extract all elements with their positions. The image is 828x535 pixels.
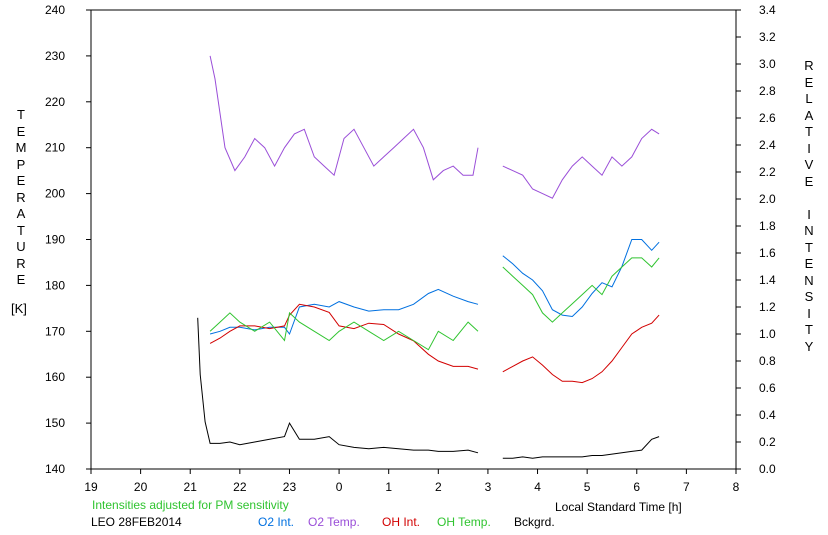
x-axis-label: Local Standard Time [h] bbox=[555, 500, 682, 514]
x-axis-ticks: 19 20 21 22 23 0 1 2 3 4 5 6 7 8 bbox=[84, 469, 740, 494]
right-tick-label: 1.0 bbox=[759, 327, 776, 341]
axis-label-letter: T bbox=[805, 239, 813, 255]
series-line bbox=[502, 436, 660, 459]
axis-label-letter: T bbox=[805, 322, 813, 337]
x-tick-label: 22 bbox=[233, 480, 247, 494]
legend-entry: Bckgrd. bbox=[514, 515, 555, 529]
left-tick-label: 190 bbox=[45, 233, 65, 247]
right-tick-label: 3.2 bbox=[759, 30, 776, 44]
axis-label-letter: E bbox=[16, 272, 26, 287]
x-tick-label: 0 bbox=[336, 480, 343, 494]
axis-label-letter: A bbox=[804, 107, 814, 123]
axis-label-letter: I bbox=[807, 206, 811, 222]
axis-label-letter: U bbox=[16, 239, 26, 254]
station-label: LEO 28FEB2014 bbox=[91, 515, 182, 529]
left-tick-label: 200 bbox=[45, 187, 65, 201]
left-tick-label: 160 bbox=[45, 370, 65, 384]
series-line bbox=[502, 314, 660, 384]
axis-label-letter bbox=[800, 190, 818, 207]
axis-label-letter: T bbox=[17, 107, 25, 122]
right-tick-label: 2.4 bbox=[759, 138, 776, 152]
axis-label-letter: Y bbox=[804, 338, 814, 354]
x-tick-label: 6 bbox=[633, 480, 640, 494]
right-tick-label: 2.0 bbox=[759, 192, 776, 206]
axis-label-letter: I bbox=[807, 140, 811, 156]
left-tick-label: 230 bbox=[45, 49, 65, 63]
right-axis-ticks: 0.0 0.2 0.4 0.6 0.8 1.0 1.2 1.4 1.6 1.8 2.0 2.2 2.4 2… bbox=[736, 3, 776, 476]
legend-entry: OH Temp. bbox=[437, 515, 491, 529]
right-tick-label: 2.2 bbox=[759, 165, 776, 179]
axis-label-letter: P bbox=[16, 156, 26, 172]
left-axis-ticks: 140 150 160 170 180 190 200 210 220 230 240 bbox=[45, 3, 91, 476]
left-axis-unit: [K] bbox=[11, 301, 27, 316]
axis-label-letter: E bbox=[804, 173, 814, 189]
x-tick-label: 3 bbox=[485, 480, 492, 494]
chart-series bbox=[197, 55, 660, 459]
axis-label-letter: R bbox=[16, 255, 26, 271]
right-tick-label: 1.4 bbox=[759, 273, 776, 287]
left-tick-label: 170 bbox=[45, 324, 65, 338]
x-tick-label: 20 bbox=[134, 480, 148, 494]
axis-label-letter: S bbox=[804, 289, 814, 304]
axis-label-letter: R bbox=[16, 189, 26, 205]
axis-label-letter: T bbox=[17, 222, 25, 238]
right-tick-label: 1.6 bbox=[759, 246, 776, 260]
right-tick-label: 0.4 bbox=[759, 408, 776, 422]
x-tick-label: 1 bbox=[385, 480, 392, 494]
axis-label-letter: R bbox=[804, 58, 814, 73]
left-tick-label: 150 bbox=[45, 416, 65, 430]
x-tick-label: 7 bbox=[683, 480, 690, 494]
series-line bbox=[209, 55, 479, 181]
series-line bbox=[209, 288, 479, 336]
note-text: Intensities adjusted for PM sensitivity bbox=[92, 498, 289, 512]
axis-label-letter: L bbox=[805, 91, 813, 106]
right-tick-label: 0.2 bbox=[759, 435, 776, 449]
x-tick-label: 21 bbox=[184, 480, 198, 494]
left-tick-label: 210 bbox=[45, 141, 65, 155]
left-tick-label: 240 bbox=[45, 3, 65, 17]
axis-label-letter: N bbox=[804, 272, 814, 288]
series-line bbox=[197, 317, 479, 454]
axis-label-letter: T bbox=[805, 124, 813, 139]
axis-label-letter: E bbox=[804, 256, 814, 271]
series-line bbox=[209, 311, 479, 351]
axis-label-letter: N bbox=[804, 223, 814, 238]
right-tick-label: 0.6 bbox=[759, 381, 776, 395]
axis-label-letter: M bbox=[15, 140, 27, 155]
x-tick-label: 5 bbox=[584, 480, 591, 494]
left-tick-label: 140 bbox=[45, 462, 65, 476]
series-line bbox=[502, 239, 660, 318]
axis-label-letter: E bbox=[16, 173, 26, 188]
legend-entry: O2 Temp. bbox=[308, 515, 360, 529]
x-tick-label: 2 bbox=[435, 480, 442, 494]
right-tick-label: 3.0 bbox=[759, 57, 776, 71]
legend-entry: O2 Int. bbox=[258, 515, 295, 529]
series-line bbox=[502, 257, 660, 323]
axis-label-letter: E bbox=[16, 123, 26, 139]
right-tick-label: 0.0 bbox=[759, 462, 776, 476]
legend-entry: OH Int. bbox=[382, 515, 421, 529]
axis-label-letter: A bbox=[16, 206, 26, 221]
right-tick-label: 0.8 bbox=[759, 354, 776, 368]
x-tick-label: 23 bbox=[283, 480, 297, 494]
axis-label-letter: E bbox=[804, 74, 814, 90]
right-tick-label: 3.4 bbox=[759, 3, 776, 17]
series-line bbox=[209, 303, 479, 370]
right-tick-label: 1.2 bbox=[759, 300, 776, 314]
x-tick-label: 19 bbox=[84, 480, 98, 494]
x-tick-label: 8 bbox=[733, 480, 740, 494]
x-tick-label: 4 bbox=[534, 480, 541, 494]
axis-label-letter: V bbox=[804, 157, 814, 172]
right-tick-label: 1.8 bbox=[759, 219, 776, 233]
right-tick-label: 2.8 bbox=[759, 84, 776, 98]
series-line bbox=[502, 128, 660, 199]
left-tick-label: 220 bbox=[45, 95, 65, 109]
axis-label-letter: I bbox=[807, 305, 811, 321]
left-tick-label: 180 bbox=[45, 278, 65, 292]
right-tick-label: 2.6 bbox=[759, 111, 776, 125]
